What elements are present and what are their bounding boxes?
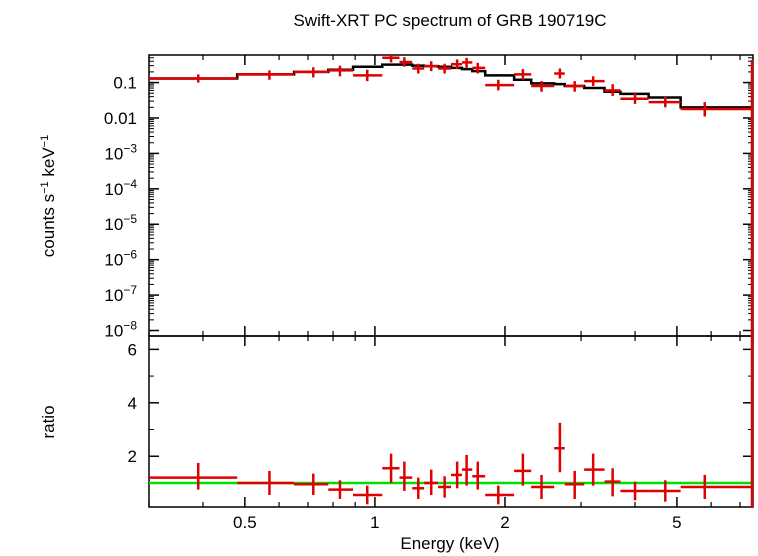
spectrum-data-point (438, 63, 451, 74)
spectrum-y-tick-label: 0.1 (113, 74, 137, 93)
ratio-data-point (514, 453, 532, 486)
spectrum-y-tick-label: 10−3 (104, 141, 137, 163)
ratio-data-point (485, 485, 515, 505)
spectrum-data-point (531, 81, 555, 92)
spectrum-data-point (564, 81, 585, 92)
spectrum-y-tick-label: 10−6 (104, 248, 137, 270)
spectrum-data-point (328, 65, 354, 77)
spectrum-data-point (399, 57, 413, 67)
ylabel-mid: keV (39, 147, 58, 182)
ylabel-main: counts s (39, 194, 58, 257)
ratio-data-point (328, 480, 354, 499)
ratio-data-point (294, 473, 329, 495)
ratio-data-point (680, 474, 753, 499)
spectrum-data-point (620, 93, 649, 104)
spectrum-data-point (353, 69, 383, 82)
spectrum-data-point (237, 70, 295, 80)
ratio-data-point (472, 461, 486, 490)
ratio-panel: 2 4 6 (128, 60, 754, 508)
ratio-data-point (237, 470, 295, 495)
ratio-data-points (149, 60, 754, 507)
spectrum-data-point (461, 57, 473, 68)
spectrum-data-point (294, 67, 329, 78)
spectrum-y-tick-label: 10−8 (104, 319, 137, 341)
ratio-data-point (564, 470, 585, 499)
spectrum-panel: 0.1 0.01 10−3 10−4 10−5 10−6 10−7 10−8 (104, 54, 754, 341)
x-tick-label: 0.5 (233, 513, 257, 532)
spectrum-data-point (584, 76, 605, 86)
ratio-data-point (648, 480, 681, 502)
ylabel-sup1: −1 (39, 181, 51, 194)
ratio-data-point (382, 453, 400, 483)
ratio-data-point (149, 462, 238, 490)
x-axis-label: Energy (keV) (400, 534, 499, 553)
spectrum-y-tick-label: 10−5 (104, 212, 137, 234)
ratio-data-point (584, 453, 605, 486)
spectrum-x-ticks (148, 55, 741, 336)
spectrum-data-point (382, 55, 400, 63)
ratio-data-point (438, 476, 451, 498)
ratio-data-point (399, 461, 413, 491)
ratio-panel-frame (148, 335, 754, 508)
spectrum-data-point (648, 96, 681, 108)
ratio-data-point (554, 422, 565, 473)
spectrum-data-point (472, 62, 486, 74)
ratio-data-point (604, 468, 621, 497)
ratio-y-ticks: 2 4 6 (128, 340, 753, 484)
spectrum-data-point (554, 68, 565, 79)
model-histogram (149, 63, 753, 109)
spectrum-y-tick-label: 10−7 (104, 283, 137, 305)
x-tick-label: 5 (672, 513, 681, 532)
spectrum-y-tick-label: 0.01 (104, 109, 137, 128)
spectrum-data-point (485, 79, 515, 91)
model-step-line (149, 63, 753, 109)
ratio-y-tick-label: 6 (128, 340, 137, 359)
ratio-y-tick-label: 2 (128, 447, 137, 466)
spectrum-data-point (412, 63, 425, 74)
spectrum-data-point (604, 84, 621, 96)
spectrum-data-point (514, 69, 532, 80)
spectrum-y-axis-label: counts s−1 keV−1 (39, 135, 58, 257)
ratio-data-point (531, 474, 555, 499)
ratio-data-point (451, 461, 462, 489)
spectrum-y-tick-label: 10−4 (104, 177, 137, 199)
ratio-data-point (412, 477, 425, 499)
ratio-data-point (461, 454, 473, 486)
ylabel-sup2: −1 (39, 135, 51, 148)
x-tick-label: 2 (500, 513, 509, 532)
ratio-data-point (620, 481, 649, 501)
ratio-data-point (424, 469, 439, 495)
spectrum-data-point (680, 102, 753, 117)
spectrum-data-point (451, 59, 462, 70)
spectrum-data-points (149, 55, 753, 117)
spectrum-y-ticks: 0.1 0.01 10−3 10−4 10−5 10−6 10−7 10−8 (104, 57, 753, 341)
x-tick-labels: 0.5 1 2 5 (233, 513, 682, 532)
ratio-x-ticks (148, 336, 741, 507)
spectrum-data-point (424, 61, 439, 72)
ratio-data-point (353, 485, 383, 505)
x-tick-label: 1 (370, 513, 379, 532)
spectrum-data-point (149, 74, 238, 83)
ratio-y-axis-label: ratio (39, 405, 58, 438)
ratio-y-tick-label: 4 (128, 394, 137, 413)
chart-title: Swift-XRT PC spectrum of GRB 190719C (293, 11, 606, 30)
